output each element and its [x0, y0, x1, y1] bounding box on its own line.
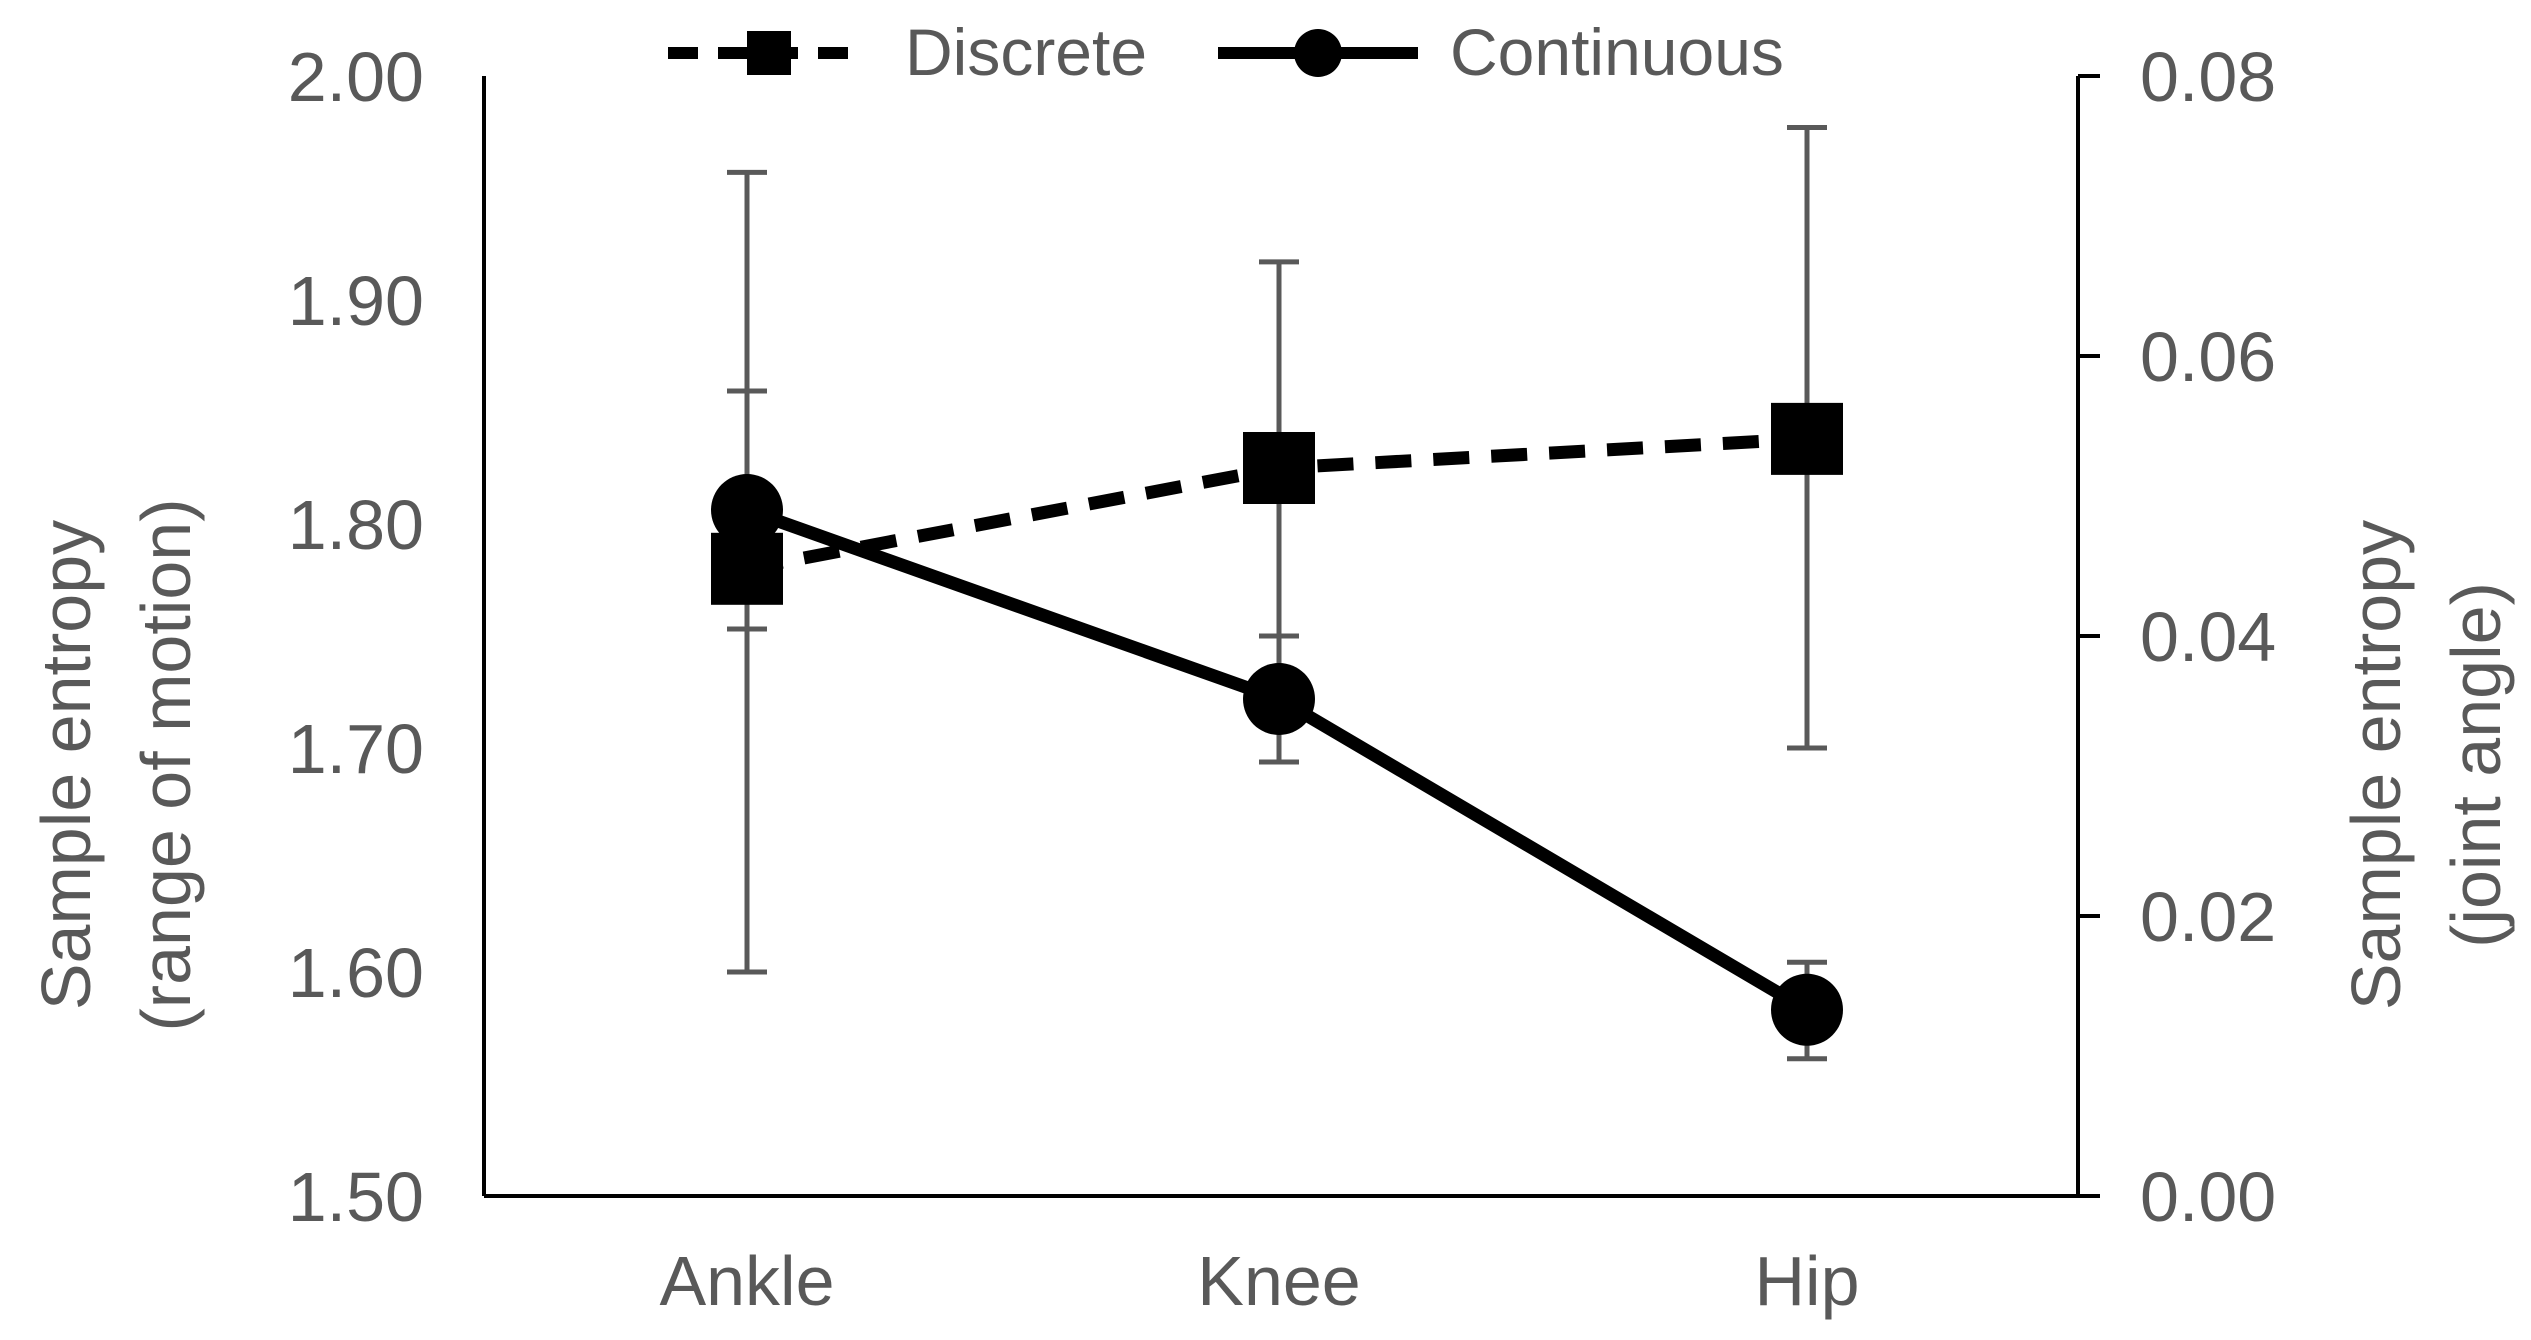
- legend-continuous-marker: [1294, 29, 1342, 77]
- x-tick-label: Ankle: [659, 1242, 834, 1320]
- legend: Discrete Continuous: [668, 15, 1784, 89]
- legend-discrete-label: Discrete: [905, 15, 1147, 89]
- left-axis-title-line1: Sample entropy: [27, 520, 105, 1010]
- legend-item-continuous: Continuous: [1218, 15, 1784, 89]
- left-tick-label: 1.90: [288, 262, 424, 340]
- right-tick-label: 0.04: [2140, 598, 2276, 676]
- right-axis-title-line2: (joint angle): [2437, 582, 2515, 948]
- left-tick-label: 1.70: [288, 710, 424, 788]
- data-point-square: [1771, 402, 1843, 475]
- x-tick-label: Knee: [1197, 1242, 1360, 1320]
- legend-continuous-label: Continuous: [1450, 15, 1784, 89]
- left-axis-title-line2: (range of motion): [127, 498, 205, 1031]
- x-tick-label: Hip: [1754, 1242, 1859, 1320]
- left-tick-label: 2.00: [288, 38, 424, 116]
- data-point-circle: [1243, 663, 1315, 735]
- left-tick-label: 1.60: [288, 934, 424, 1012]
- right-tick-label: 0.00: [2140, 1158, 2276, 1236]
- tick-labels: 1.50 1.60 1.70 1.80 1.90 2.00 0.00 0.02 0.04 0.06…: [288, 38, 2277, 1320]
- axes: [482, 74, 2100, 1198]
- markers: [711, 402, 1843, 1046]
- data-point-circle: [711, 474, 783, 546]
- legend-item-discrete: Discrete: [668, 15, 1147, 89]
- right-tick-label: 0.02: [2140, 878, 2276, 956]
- right-tick-label: 0.06: [2140, 318, 2276, 396]
- data-point-square: [1243, 432, 1315, 504]
- left-tick-label: 1.80: [288, 486, 424, 564]
- left-tick-label: 1.50: [288, 1158, 424, 1236]
- right-axis-title-line1: Sample entropy: [2337, 520, 2415, 1010]
- legend-discrete-marker: [747, 31, 791, 75]
- data-point-circle: [1771, 973, 1843, 1046]
- right-tick-label: 0.08: [2140, 38, 2276, 116]
